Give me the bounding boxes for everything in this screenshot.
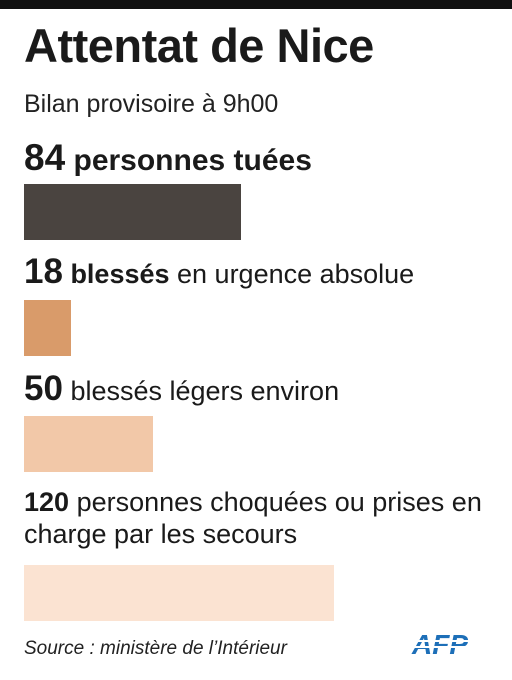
label-tues: 84 personnes tuées — [24, 139, 312, 176]
category-label-urgence: en urgence absolue — [169, 259, 415, 289]
category-label-tues: personnes tuées — [65, 144, 312, 177]
label-urgence: 18 blessés en urgence absolue — [24, 254, 414, 289]
chart-title: Attentat de Nice — [24, 19, 374, 72]
value-label-choquees: 120 — [24, 487, 70, 517]
bar-choquees — [24, 565, 334, 621]
bar-urgence — [24, 300, 71, 356]
top-bar — [0, 0, 512, 9]
bar-legers — [24, 416, 153, 472]
value-label-legers: 50 — [24, 369, 63, 408]
label-choquees: 120 personnes choquées ou prises en char… — [24, 487, 494, 551]
category-label-legers: blessés légers environ — [62, 376, 340, 406]
afp-logo-text: AFP — [411, 629, 468, 660]
value-label-urgence: 18 — [24, 252, 63, 291]
value-label-tues: 84 — [24, 137, 66, 178]
chart-subtitle: Bilan provisoire à 9h00 — [24, 90, 279, 118]
afp-logo-icon: AFP — [410, 629, 488, 660]
bar-tues — [24, 184, 241, 240]
source-note: Source : ministère de l’Intérieur — [24, 638, 287, 659]
label-legers: 50 blessés légers environ — [24, 371, 339, 406]
category-label-urgence-bold: blessés — [62, 259, 170, 289]
category-label-choquees: personnes choquées ou prises en charge p… — [24, 487, 482, 549]
